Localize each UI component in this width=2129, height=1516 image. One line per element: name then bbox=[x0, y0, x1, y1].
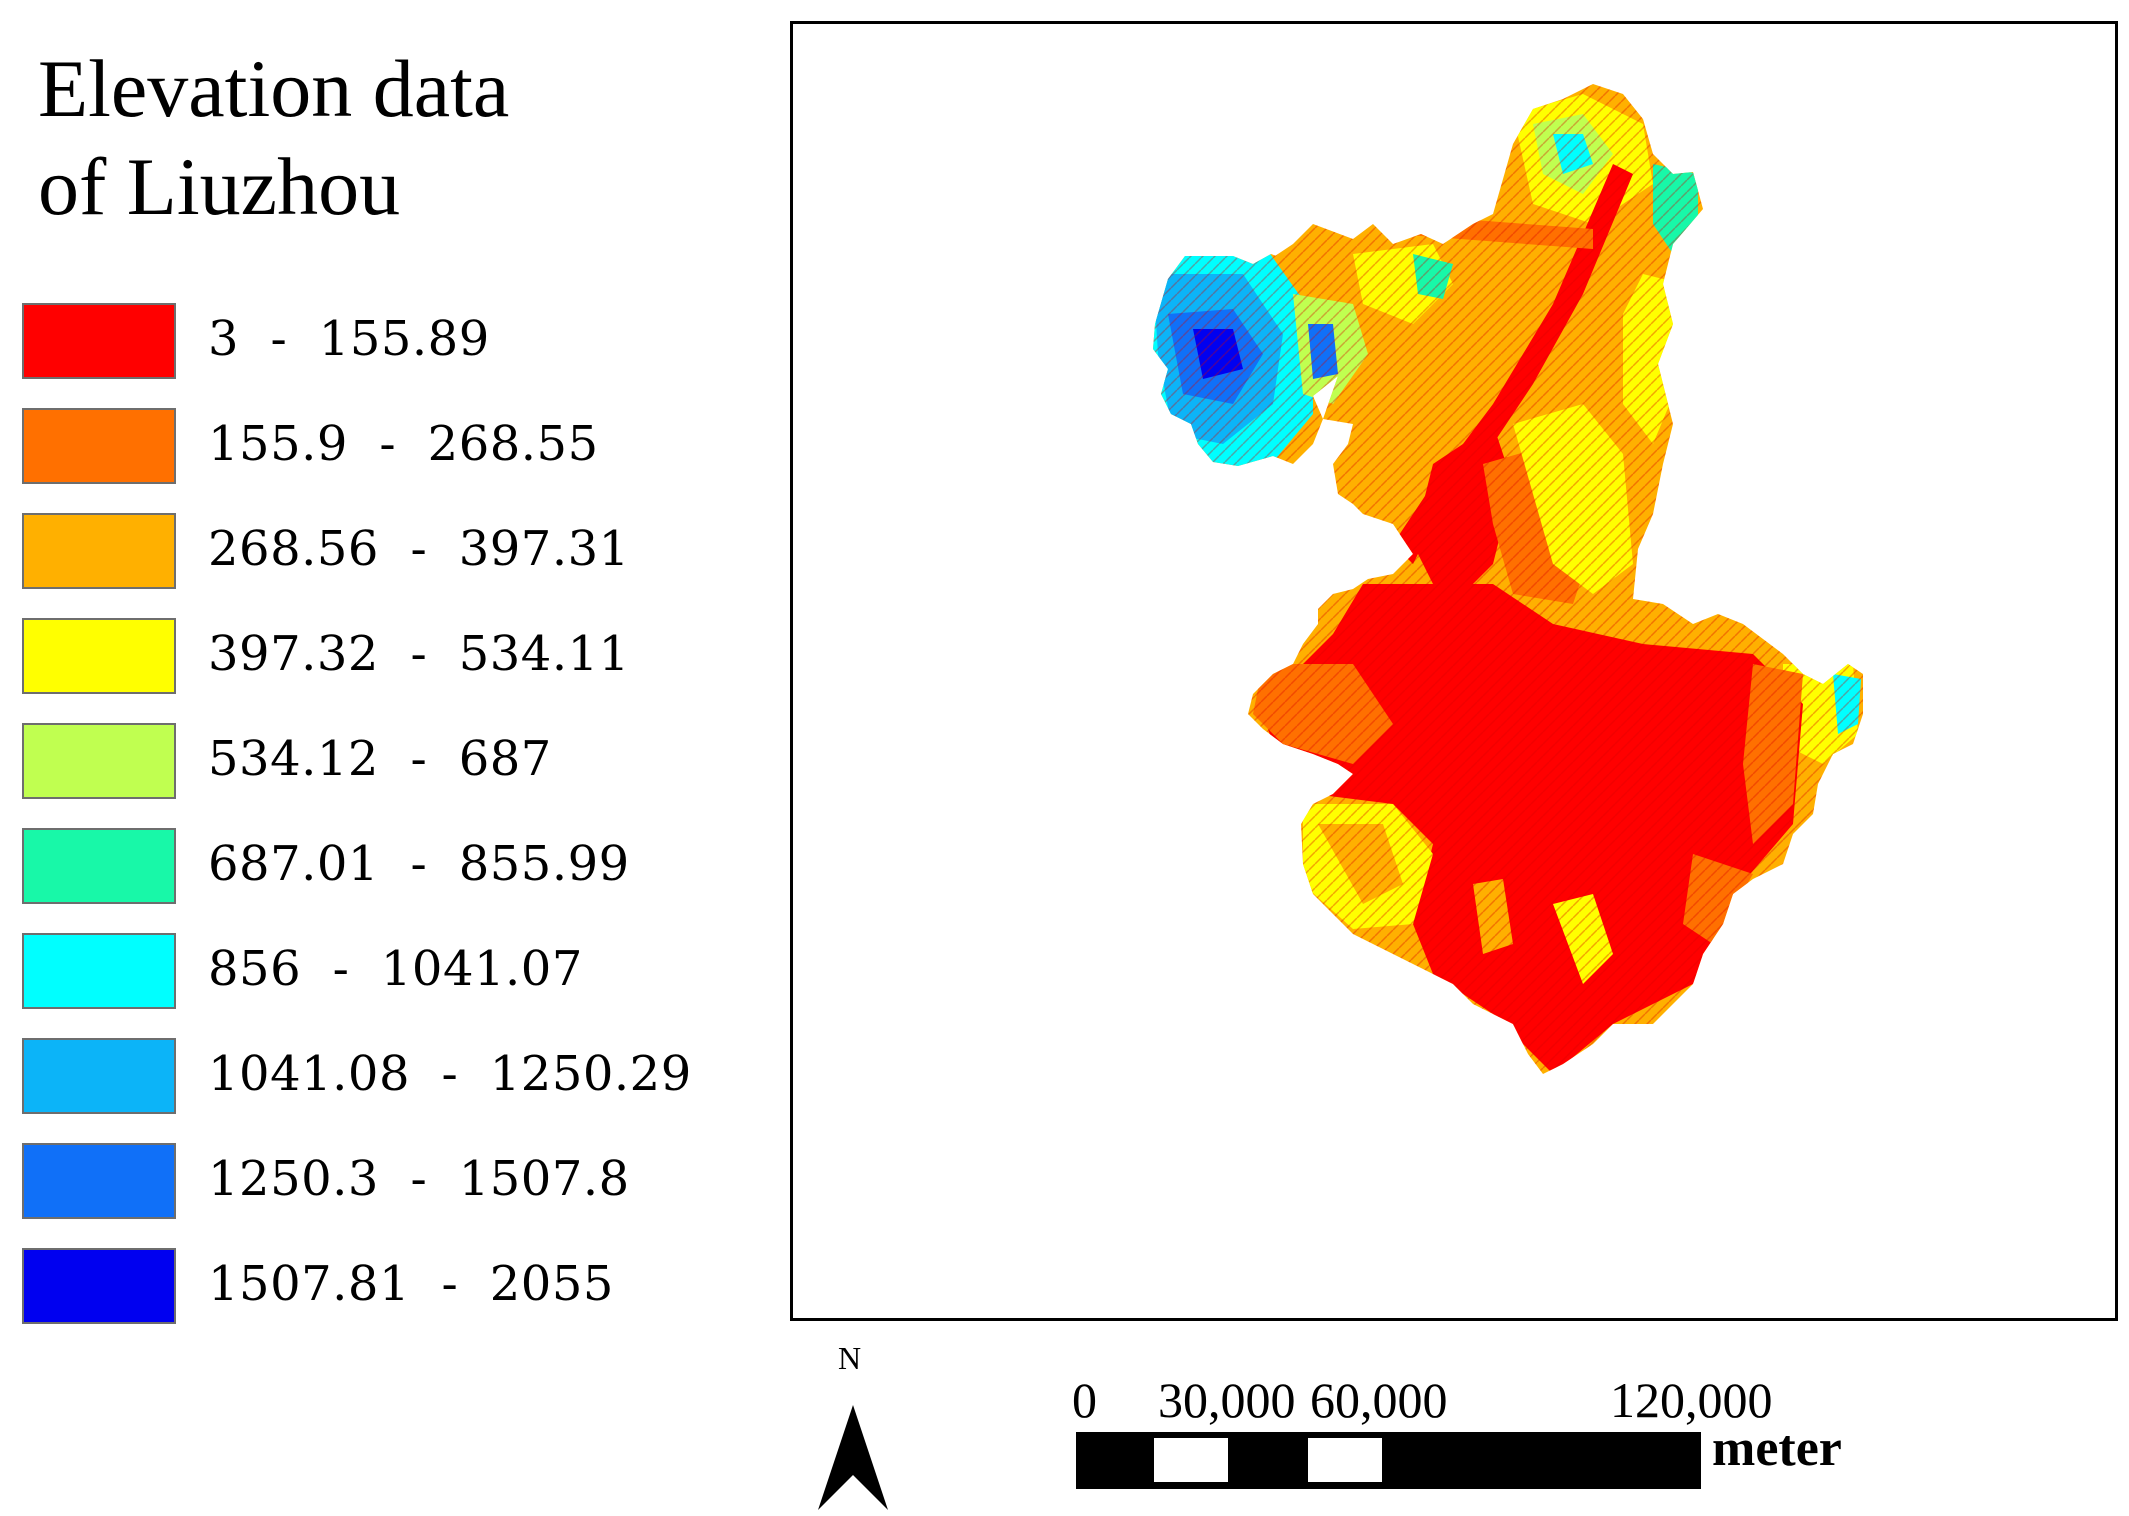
map-frame bbox=[790, 21, 2118, 1321]
map-title-line-1: Elevation data bbox=[38, 43, 510, 134]
map-title: Elevation data of Liuzhou bbox=[38, 40, 758, 236]
legend-swatch bbox=[22, 723, 176, 799]
legend-label: 1250.3 - 1507.8 bbox=[208, 1151, 630, 1207]
legend-swatch bbox=[22, 933, 176, 1009]
scale-bar: 0 30,000 60,000 120,000 bbox=[1070, 1370, 1870, 1516]
legend-swatch bbox=[22, 1248, 176, 1324]
legend-item: 155.9 - 268.55 bbox=[22, 408, 782, 488]
scale-tick: 60,000 bbox=[1310, 1372, 1448, 1428]
map-title-line-2: of Liuzhou bbox=[38, 141, 401, 232]
legend-label: 155.9 - 268.55 bbox=[208, 416, 599, 472]
legend-label: 534.12 - 687 bbox=[208, 731, 552, 787]
elevation-raster bbox=[1153, 84, 1863, 1074]
legend-item: 3 - 155.89 bbox=[22, 303, 782, 383]
scale-tick: 30,000 bbox=[1158, 1372, 1296, 1428]
legend-swatch bbox=[22, 618, 176, 694]
legend-swatch bbox=[22, 513, 176, 589]
legend-label: 856 - 1041.07 bbox=[208, 941, 583, 997]
legend-label: 268.56 - 397.31 bbox=[208, 521, 630, 577]
scale-bar-segments bbox=[1076, 1432, 1701, 1489]
legend-swatch bbox=[22, 828, 176, 904]
legend-item: 687.01 - 855.99 bbox=[22, 828, 782, 908]
legend-item: 1507.81 - 2055 bbox=[22, 1248, 782, 1328]
legend-item: 534.12 - 687 bbox=[22, 723, 782, 803]
scale-tick: 0 bbox=[1072, 1372, 1097, 1428]
legend-item: 268.56 - 397.31 bbox=[22, 513, 782, 593]
scale-unit: meter bbox=[1712, 1420, 1842, 1477]
legend-label: 1041.08 - 1250.29 bbox=[208, 1046, 692, 1102]
legend-label: 687.01 - 855.99 bbox=[208, 836, 630, 892]
north-arrow-icon bbox=[818, 1405, 888, 1510]
legend-label: 397.32 - 534.11 bbox=[208, 626, 630, 682]
legend-item: 1041.08 - 1250.29 bbox=[22, 1038, 782, 1118]
legend-swatch bbox=[22, 303, 176, 379]
elevation-map bbox=[1153, 84, 1863, 1074]
legend-item: 856 - 1041.07 bbox=[22, 933, 782, 1013]
legend-swatch bbox=[22, 1143, 176, 1219]
legend-item: 1250.3 - 1507.8 bbox=[22, 1143, 782, 1223]
legend-swatch bbox=[22, 408, 176, 484]
scale-tick: 120,000 bbox=[1610, 1372, 1773, 1428]
legend-label: 3 - 155.89 bbox=[208, 311, 490, 367]
north-label: N bbox=[838, 1340, 862, 1376]
legend-item: 397.32 - 534.11 bbox=[22, 618, 782, 698]
legend-label: 1507.81 - 2055 bbox=[208, 1256, 614, 1312]
legend-swatch bbox=[22, 1038, 176, 1114]
